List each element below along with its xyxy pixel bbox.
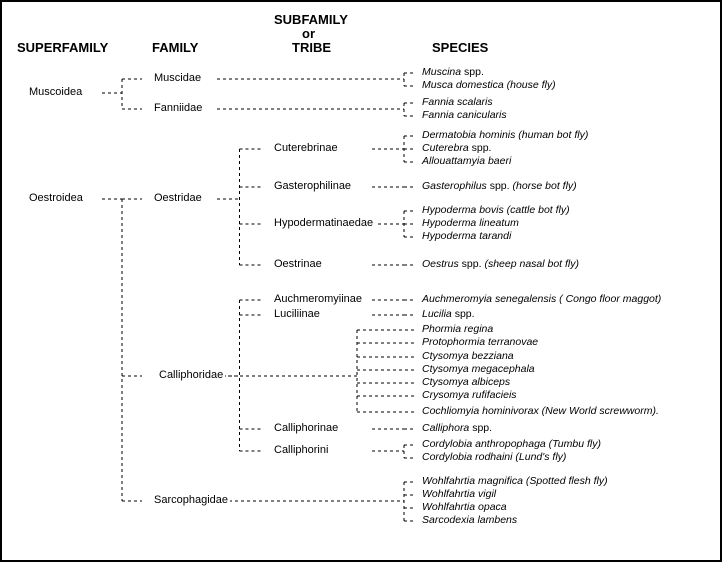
species-leaf: Allouattamyia baeri bbox=[422, 155, 511, 167]
subfamily-gasterophilinae: Gasterophilinae bbox=[272, 180, 353, 192]
subfamily-luciliinae: Luciliinae bbox=[272, 308, 322, 320]
subfamily-auchmeromyiinae: Auchmeromyiinae bbox=[272, 293, 364, 305]
family-fanniidae: Fanniidae bbox=[152, 102, 204, 114]
species-leaf: Sarcodexia lambens bbox=[422, 514, 517, 526]
species-leaf: Cochliomyia hominivorax (New World screw… bbox=[422, 405, 659, 417]
species-leaf: Hypoderma bovis (cattle bot fly) bbox=[422, 204, 570, 216]
superfamily-muscoidea: Muscoidea bbox=[27, 86, 84, 98]
species-leaf: Gasterophilus spp. (horse bot fly) bbox=[422, 180, 577, 192]
subfamily-oestrinae: Oestrinae bbox=[272, 258, 324, 270]
species-leaf: Cordylobia anthropophaga (Tumbu fly) bbox=[422, 438, 601, 450]
family-sarcophagidae: Sarcophagidae bbox=[152, 494, 230, 506]
species-leaf: Hypoderma tarandi bbox=[422, 230, 511, 242]
species-leaf: Protophormia terranovae bbox=[422, 336, 538, 348]
family-muscidae: Muscidae bbox=[152, 72, 203, 84]
species-leaf: Ctysomya bezziana bbox=[422, 350, 514, 362]
species-leaf: Wohlfahrtia vigil bbox=[422, 488, 496, 500]
species-leaf: Wohlfahrtia magnifica (Spotted flesh fly… bbox=[422, 475, 608, 487]
subfamily-calliphorinae: Calliphorinae bbox=[272, 422, 340, 434]
subfamily-hypodermatinaedae: Hypodermatinaedae bbox=[272, 217, 375, 229]
family-calliphoridae: Calliphoridae bbox=[157, 369, 225, 381]
superfamily-oestroidea: Oestroidea bbox=[27, 192, 85, 204]
species-leaf: Musca domestica (house fly) bbox=[422, 79, 556, 91]
species-leaf: Oestrus spp. (sheep nasal bot fly) bbox=[422, 258, 579, 270]
species-leaf: Fannia scalaris bbox=[422, 96, 493, 108]
species-leaf: Calliphora spp. bbox=[422, 422, 492, 434]
species-leaf: Crysomya rufifacieis bbox=[422, 389, 517, 401]
subfamily-cuterebrinae: Cuterebrinae bbox=[272, 142, 340, 154]
species-leaf: Auchmeromyia senegalensis ( Congo floor … bbox=[422, 293, 661, 305]
species-leaf: Cordylobia rodhaini (Lund's fly) bbox=[422, 451, 566, 463]
species-leaf: Muscina spp. bbox=[422, 66, 484, 78]
species-leaf: Ctysomya megacephala bbox=[422, 363, 535, 375]
species-leaf: Lucilia spp. bbox=[422, 308, 475, 320]
species-leaf: Phormia regina bbox=[422, 323, 493, 335]
tree-connectors bbox=[2, 2, 720, 560]
species-leaf: Cuterebra spp. bbox=[422, 142, 491, 154]
subfamily-calliphorini: Calliphorini bbox=[272, 444, 330, 456]
species-leaf: Wohlfahrtia opaca bbox=[422, 501, 507, 513]
species-leaf: Ctysomya albiceps bbox=[422, 376, 510, 388]
species-leaf: Dermatobia hominis (human bot fly) bbox=[422, 129, 588, 141]
taxonomy-diagram: SUPERFAMILY FAMILY SUBFAMILY or TRIBE SP… bbox=[0, 0, 722, 562]
family-oestridae: Oestridae bbox=[152, 192, 204, 204]
species-leaf: Hypoderma lineatum bbox=[422, 217, 519, 229]
species-leaf: Fannia canicularis bbox=[422, 109, 507, 121]
